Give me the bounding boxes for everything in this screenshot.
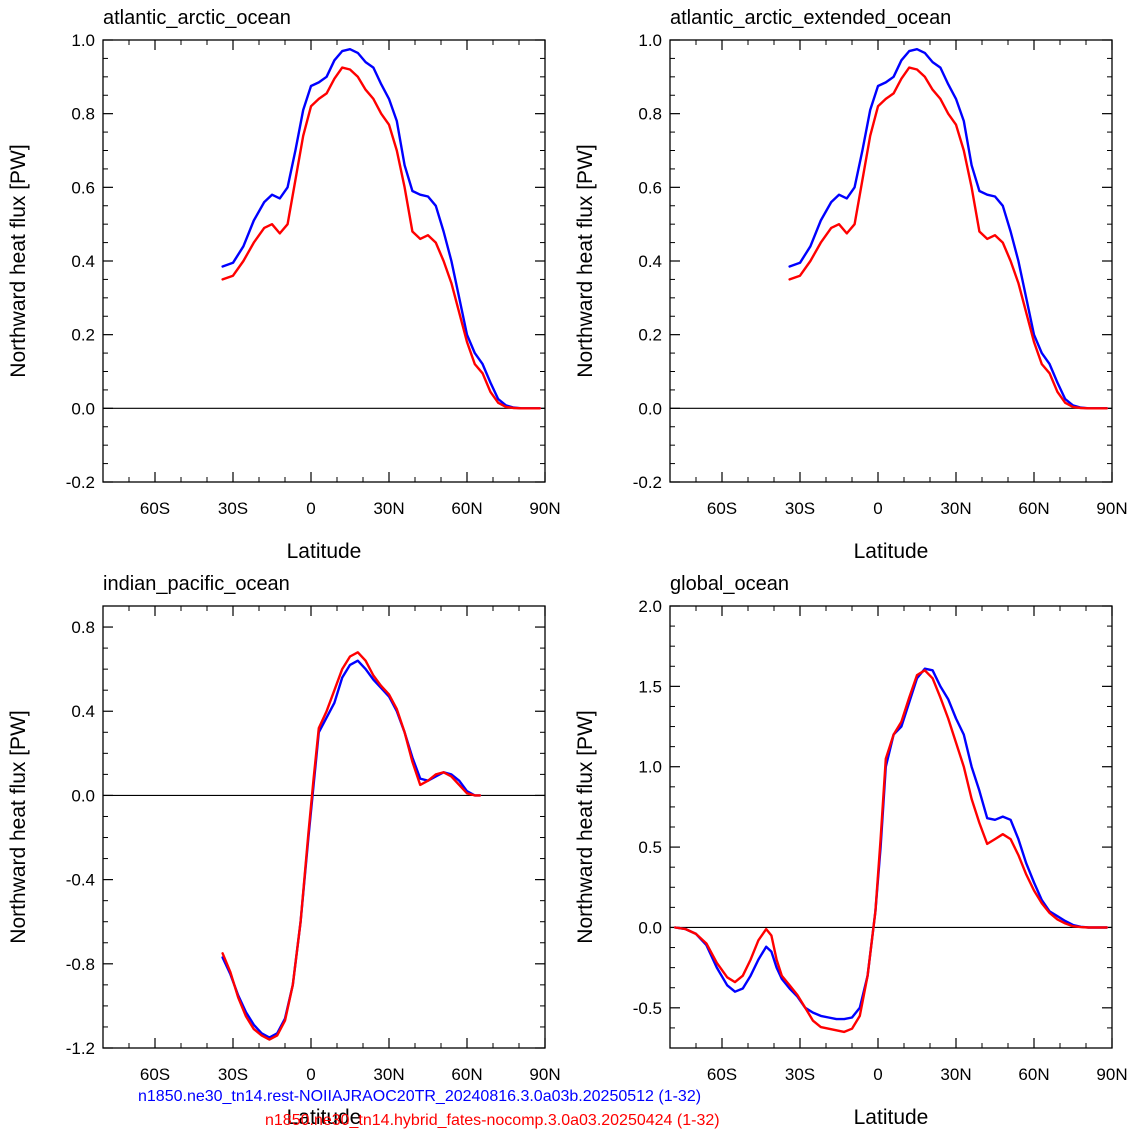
panel-4-x-tick-label: 90N (1096, 1065, 1127, 1084)
panel-3-x-tick-label: 60N (451, 1065, 482, 1084)
panel-4-y-axis-label: Northward heat flux [PW] (574, 710, 597, 943)
panel-4-y-tick-label: -0.5 (633, 999, 662, 1018)
panel-1-x-axis-label: Latitude (287, 540, 362, 563)
panel-1-x-tick-label: 30S (218, 499, 248, 518)
panel-3-series-2-line (221, 651, 482, 1041)
panel-4-x-tick-label: 60S (707, 1065, 737, 1084)
panel-3-y-tick-label: 0.8 (71, 618, 95, 637)
panel-2-x-tick-label: 0 (873, 499, 882, 518)
panel-2-x-tick-label: 60S (707, 499, 737, 518)
panel-4-series-2-line (674, 669, 1109, 1034)
panel-1-series-1-line (221, 48, 541, 410)
panel-4-x-tick-label: 30N (940, 1065, 971, 1084)
panel-3-x-tick-label: 90N (529, 1065, 560, 1084)
panel-4-y-tick-label: 1.0 (638, 758, 662, 777)
panel-1-title: atlantic_arctic_ocean (103, 7, 291, 29)
panel-4-frame (669, 605, 1113, 1049)
panel-2-x-tick-label: 30N (940, 499, 971, 518)
panel-1-y-tick-label: 0.0 (71, 399, 95, 418)
panel-3-y-tick-label: -1.2 (66, 1039, 95, 1058)
panel-1-y-axis-label: Northward heat flux [PW] (7, 144, 30, 377)
panel-4-y-tick-label: 0.0 (638, 918, 662, 937)
panel-2-y-tick-label: 0.6 (638, 178, 662, 197)
panel-1-frame (102, 39, 546, 483)
panel-3-y-tick-label: 0.0 (71, 786, 95, 805)
panel-4-y-tick-label: 0.5 (638, 838, 662, 857)
panel-2-x-tick-label: 60N (1018, 499, 1049, 518)
panel-1-y-tick-label: 0.2 (71, 326, 95, 345)
panel-2-y-tick-label: 1.0 (638, 31, 662, 50)
panel-3-frame (102, 605, 546, 1049)
panel-4-x-tick-label: 60N (1018, 1065, 1049, 1084)
panel-2-x-tick-label: 90N (1096, 499, 1127, 518)
panel-1-y-tick-label: 0.8 (71, 105, 95, 124)
legend-label-2: n1850.ne30_tn14.hybrid_fates-nocomp.3.0a… (265, 1112, 720, 1129)
panel-2-series-1-line (788, 48, 1109, 410)
panel-1-y-tick-label: -0.2 (66, 473, 95, 492)
panel-4-x-tick-label: 30S (785, 1065, 815, 1084)
panel-1-y-tick-label: 1.0 (71, 31, 95, 50)
panel-1-y-tick-label: 0.6 (71, 178, 95, 197)
panel-1-series-2-line (221, 66, 541, 410)
panel-1-y-tick-label: 0.4 (71, 252, 95, 271)
panel-3-x-tick-label: 0 (306, 1065, 315, 1084)
panel-2-x-tick-label: 30S (785, 499, 815, 518)
panel-4-title: global_ocean (670, 573, 789, 595)
panel-3-x-tick-label: 30N (373, 1065, 404, 1084)
panel-4-x-tick-label: 0 (873, 1065, 882, 1084)
panel-4-series-1-line (674, 667, 1109, 1021)
panel-2-y-tick-label: 0.2 (638, 326, 662, 345)
panel-3-series-1-line (221, 659, 482, 1039)
panel-3-title: indian_pacific_ocean (103, 573, 290, 595)
panel-4-x-axis-label: Latitude (854, 1106, 929, 1129)
panel-2-y-tick-label: 0.0 (638, 399, 662, 418)
panel-1-x-tick-label: 60S (140, 499, 170, 518)
panel-3-x-tick-label: 30S (218, 1065, 248, 1084)
panel-4-y-tick-label: 1.5 (638, 677, 662, 696)
panel-2-title: atlantic_arctic_extended_ocean (670, 7, 951, 29)
panel-3-y-tick-label: -0.8 (66, 955, 95, 974)
panel-2-frame (669, 39, 1113, 483)
panel-1-x-tick-label: 30N (373, 499, 404, 518)
panel-1-x-tick-label: 0 (306, 499, 315, 518)
panel-1-x-tick-label: 90N (529, 499, 560, 518)
legend-label-1: n1850.ne30_tn14.rest-NOIIAJRAOC20TR_2024… (138, 1088, 702, 1105)
panel-2-y-tick-label: 0.8 (638, 105, 662, 124)
panel-3-y-axis-label: Northward heat flux [PW] (7, 710, 30, 943)
panel-3-x-tick-label: 60S (140, 1065, 170, 1084)
panel-1-x-tick-label: 60N (451, 499, 482, 518)
panel-2-y-axis-label: Northward heat flux [PW] (574, 144, 597, 377)
panel-3-y-tick-label: -0.4 (66, 871, 95, 890)
panel-2-x-axis-label: Latitude (854, 540, 929, 563)
panel-2-series-2-line (788, 66, 1109, 410)
panel-3-x-axis-label: Latitude (287, 1106, 362, 1129)
panel-2-y-tick-label: 0.4 (638, 252, 662, 271)
panel-3-y-tick-label: 0.4 (71, 702, 95, 721)
panel-4-y-tick-label: 2.0 (638, 597, 662, 616)
panel-2-y-tick-label: -0.2 (633, 473, 662, 492)
